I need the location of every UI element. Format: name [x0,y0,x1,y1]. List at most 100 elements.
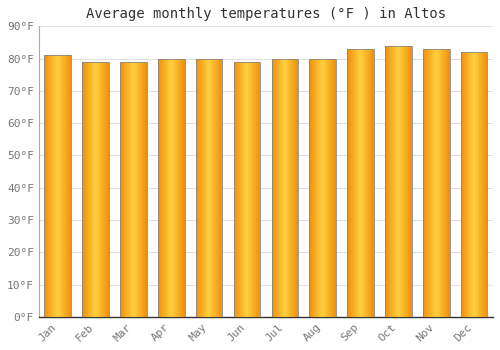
Bar [484,52,486,317]
Bar [479,52,480,317]
Bar [280,58,281,317]
Bar [160,58,161,317]
Bar [486,52,487,317]
Bar [402,46,403,317]
Bar [203,58,204,317]
Bar [446,49,447,317]
Bar [48,55,49,317]
Bar [196,58,198,317]
Bar [438,49,439,317]
Bar [172,58,174,317]
Bar [486,52,488,317]
Bar [294,58,295,317]
Bar [122,62,123,317]
Bar [126,62,127,317]
Bar [136,62,137,317]
Bar [274,58,275,317]
Bar [98,62,99,317]
Bar [251,62,252,317]
Bar [90,62,91,317]
Bar [470,52,471,317]
Bar [404,46,405,317]
Bar [322,58,324,317]
Bar [249,62,250,317]
Bar [168,58,170,317]
Bar [430,49,431,317]
Bar [158,58,159,317]
Bar [56,55,57,317]
Bar [466,52,467,317]
Bar [474,52,475,317]
Bar [196,58,222,317]
Bar [95,62,96,317]
Bar [253,62,254,317]
Bar [290,58,291,317]
Bar [322,58,323,317]
Bar [407,46,408,317]
Bar [170,58,172,317]
Bar [134,62,135,317]
Bar [256,62,257,317]
Bar [219,58,220,317]
Bar [389,46,390,317]
Bar [403,46,404,317]
Bar [107,62,108,317]
Bar [426,49,427,317]
Bar [324,58,326,317]
Bar [50,55,51,317]
Bar [320,58,321,317]
Bar [221,58,222,317]
Bar [410,46,411,317]
Bar [197,58,198,317]
Bar [356,49,358,317]
Bar [83,62,84,317]
Bar [178,58,180,317]
Bar [174,58,176,317]
Bar [91,62,92,317]
Bar [467,52,468,317]
Bar [215,58,216,317]
Bar [391,46,392,317]
Bar [434,49,435,317]
Bar [385,46,411,317]
Bar [472,52,473,317]
Bar [211,58,212,317]
Bar [445,49,446,317]
Bar [97,62,98,317]
Bar [362,49,364,317]
Bar [312,58,313,317]
Bar [62,55,63,317]
Bar [69,55,70,317]
Bar [311,58,312,317]
Bar [372,49,373,317]
Bar [468,52,469,317]
Bar [397,46,398,317]
Bar [405,46,406,317]
Bar [359,49,360,317]
Bar [51,55,52,317]
Bar [101,62,102,317]
Bar [94,62,95,317]
Bar [52,55,53,317]
Bar [476,52,477,317]
Bar [315,58,316,317]
Bar [471,52,472,317]
Bar [130,62,131,317]
Bar [121,62,122,317]
Bar [352,49,354,317]
Bar [293,58,294,317]
Bar [361,49,362,317]
Bar [297,58,298,317]
Bar [86,62,87,317]
Bar [441,49,442,317]
Bar [287,58,288,317]
Bar [216,58,217,317]
Bar [272,58,298,317]
Bar [166,58,168,317]
Bar [326,58,327,317]
Bar [127,62,128,317]
Bar [61,55,62,317]
Bar [234,62,235,317]
Bar [162,58,163,317]
Bar [142,62,143,317]
